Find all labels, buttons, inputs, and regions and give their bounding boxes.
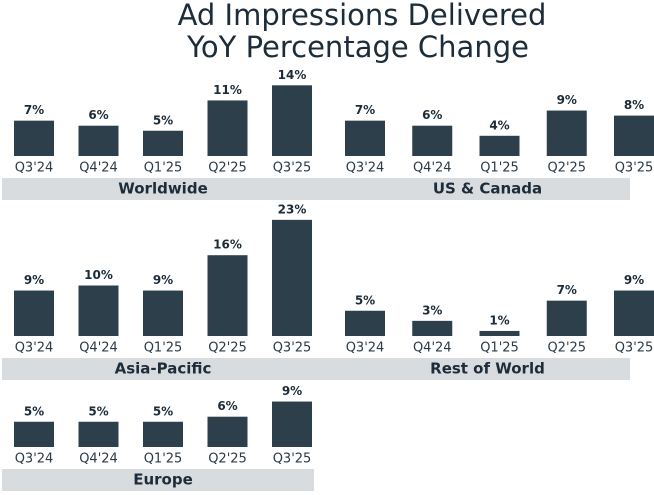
panel-title: Worldwide xyxy=(118,180,208,198)
x-tick-label: Q4'24 xyxy=(79,452,118,467)
data-label: 6% xyxy=(88,108,108,122)
x-tick-label: Q3'24 xyxy=(346,161,385,176)
data-label: 9% xyxy=(24,273,44,287)
x-tick-label: Q2'25 xyxy=(547,341,586,356)
bar xyxy=(546,110,587,156)
x-tick-label: Q1'25 xyxy=(144,161,183,176)
panel-title: Europe xyxy=(133,471,193,489)
data-label: 8% xyxy=(624,98,644,112)
x-tick-label: Q4'24 xyxy=(413,161,452,176)
x-tick-label: Q3'25 xyxy=(273,452,312,467)
bar xyxy=(14,120,54,156)
data-label: 5% xyxy=(24,404,44,418)
x-tick-label: Q3'25 xyxy=(615,161,654,176)
panel-title: Asia-Pacific xyxy=(115,360,212,378)
data-label: 7% xyxy=(24,103,44,117)
x-tick-label: Q1'25 xyxy=(144,452,183,467)
bar xyxy=(143,130,183,156)
data-label: 1% xyxy=(489,313,509,327)
bar xyxy=(614,290,654,336)
panel-title-band xyxy=(311,178,630,200)
bar xyxy=(78,421,119,447)
x-tick-label: Q2'25 xyxy=(547,161,586,176)
bar xyxy=(272,85,312,156)
bar xyxy=(143,290,183,336)
panel-title-band xyxy=(2,358,314,380)
x-tick-label: Q2'25 xyxy=(208,341,247,356)
bar xyxy=(143,421,183,447)
x-tick-label: Q3'24 xyxy=(15,341,54,356)
data-label: 9% xyxy=(282,384,302,398)
chart-subtitle: YoY Percentage Change xyxy=(186,30,529,64)
data-label: 4% xyxy=(489,118,509,132)
x-tick-label: Q3'25 xyxy=(273,341,312,356)
panel-title: US & Canada xyxy=(433,180,542,198)
bar xyxy=(412,125,453,156)
data-label: 5% xyxy=(153,113,173,127)
panel-title-band xyxy=(2,178,314,200)
x-tick-label: Q4'24 xyxy=(79,341,118,356)
bar xyxy=(412,320,453,336)
x-tick-label: Q4'24 xyxy=(413,341,452,356)
bar xyxy=(207,255,248,336)
data-label: 9% xyxy=(624,273,644,287)
x-tick-label: Q3'25 xyxy=(273,161,312,176)
x-tick-label: Q3'25 xyxy=(615,341,654,356)
data-label: 6% xyxy=(422,108,442,122)
x-tick-label: Q4'24 xyxy=(79,161,118,176)
panel-title-band xyxy=(2,469,314,491)
bar xyxy=(272,401,312,447)
panel-title-band xyxy=(311,358,630,380)
x-tick-label: Q3'24 xyxy=(346,341,385,356)
bar xyxy=(546,300,587,336)
data-label: 5% xyxy=(88,404,108,418)
x-tick-label: Q3'24 xyxy=(15,161,54,176)
data-label: 5% xyxy=(355,293,375,307)
x-tick-label: Q2'25 xyxy=(208,161,247,176)
data-label: 9% xyxy=(557,93,577,107)
panel-title: Rest of World xyxy=(430,360,545,378)
x-tick-label: Q3'24 xyxy=(15,452,54,467)
bar xyxy=(207,100,248,156)
bar xyxy=(207,416,248,447)
chart-title: Ad Impressions Delivered xyxy=(178,0,547,32)
bar xyxy=(614,115,654,156)
bar xyxy=(14,290,54,336)
data-label: 9% xyxy=(153,273,173,287)
data-label: 7% xyxy=(355,103,375,117)
bar xyxy=(78,125,119,156)
bar xyxy=(272,219,312,336)
x-tick-label: Q1'25 xyxy=(480,161,519,176)
data-label: 10% xyxy=(84,268,113,282)
data-label: 23% xyxy=(278,202,307,216)
bar xyxy=(479,135,520,156)
x-tick-label: Q2'25 xyxy=(208,452,247,467)
data-label: 5% xyxy=(153,404,173,418)
data-label: 6% xyxy=(217,399,237,413)
data-label: 16% xyxy=(213,238,242,252)
data-label: 3% xyxy=(422,303,442,317)
data-label: 11% xyxy=(213,83,242,97)
bar xyxy=(78,285,119,336)
bar xyxy=(345,310,385,336)
x-tick-label: Q1'25 xyxy=(144,341,183,356)
bar xyxy=(479,330,520,336)
x-tick-label: Q1'25 xyxy=(480,341,519,356)
data-label: 14% xyxy=(278,68,307,82)
bar xyxy=(14,421,54,447)
data-label: 7% xyxy=(557,283,577,297)
bar xyxy=(345,120,385,156)
